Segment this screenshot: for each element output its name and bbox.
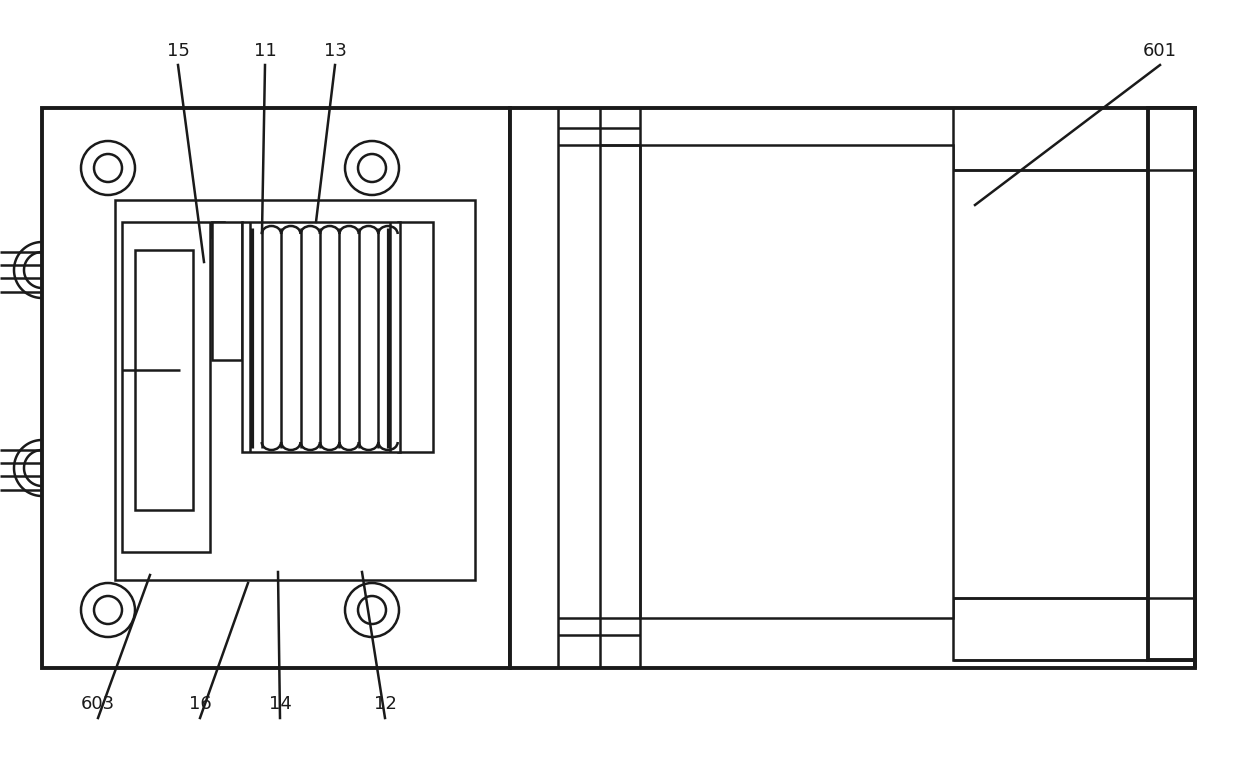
Text: 12: 12 <box>373 695 397 713</box>
Circle shape <box>358 596 386 624</box>
Circle shape <box>358 154 386 182</box>
Bar <box>242 222 401 452</box>
Text: 16: 16 <box>188 695 211 713</box>
Bar <box>212 222 224 237</box>
Circle shape <box>81 583 135 637</box>
Circle shape <box>81 141 135 195</box>
Text: 13: 13 <box>324 42 346 60</box>
Text: 14: 14 <box>269 695 291 713</box>
Bar <box>122 222 210 552</box>
Bar <box>510 108 1195 668</box>
Bar <box>640 145 954 618</box>
Text: 603: 603 <box>81 695 115 713</box>
Bar <box>42 108 510 668</box>
Bar <box>1148 108 1195 660</box>
Bar <box>954 598 1195 660</box>
Text: 15: 15 <box>166 42 190 60</box>
Circle shape <box>94 154 122 182</box>
Circle shape <box>345 141 399 195</box>
Bar <box>115 200 475 580</box>
Circle shape <box>94 596 122 624</box>
Text: 601: 601 <box>1143 42 1177 60</box>
Bar <box>212 222 242 360</box>
Bar <box>398 222 433 452</box>
Bar <box>135 250 193 510</box>
Text: 11: 11 <box>254 42 277 60</box>
Bar <box>954 108 1195 170</box>
Circle shape <box>345 583 399 637</box>
